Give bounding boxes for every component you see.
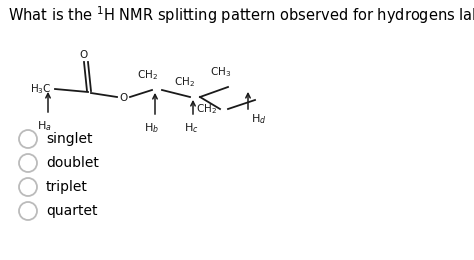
Text: H$_3$C: H$_3$C xyxy=(30,82,52,96)
Text: CH$_3$: CH$_3$ xyxy=(210,65,231,79)
Text: triplet: triplet xyxy=(46,180,88,194)
Text: H$_d$: H$_d$ xyxy=(251,112,266,126)
Text: doublet: doublet xyxy=(46,156,99,170)
Text: H$_c$: H$_c$ xyxy=(184,121,198,135)
Text: CH$_2$: CH$_2$ xyxy=(137,68,158,82)
Text: CH$_2$: CH$_2$ xyxy=(196,102,217,116)
Text: quartet: quartet xyxy=(46,204,98,218)
Text: CH$_2$: CH$_2$ xyxy=(174,75,195,89)
Text: O: O xyxy=(80,50,88,60)
Text: H$_b$: H$_b$ xyxy=(145,121,160,135)
Text: singlet: singlet xyxy=(46,132,92,146)
Text: O: O xyxy=(119,93,127,103)
Text: H$_a$: H$_a$ xyxy=(36,119,51,133)
Text: What is the $^{1}$H NMR splitting pattern observed for hydrogens labelled H$_d$?: What is the $^{1}$H NMR splitting patter… xyxy=(8,4,474,26)
